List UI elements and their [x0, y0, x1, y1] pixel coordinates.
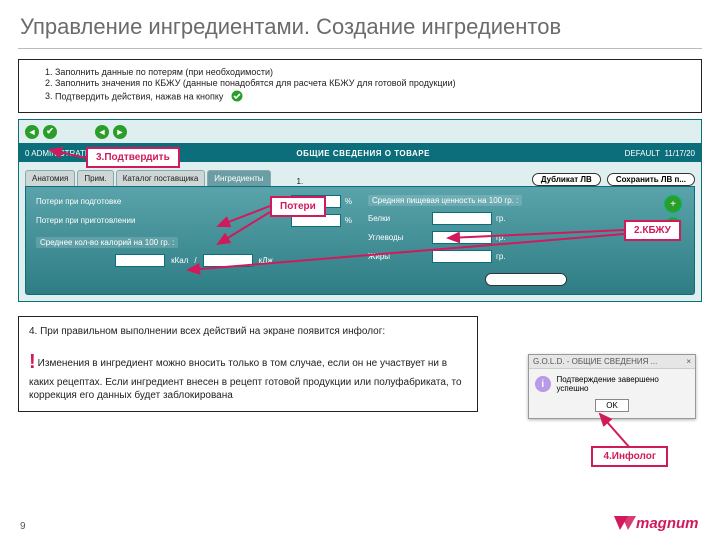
button-duplicate-lv[interactable]: Дубликат ЛВ: [532, 173, 601, 186]
round-add-icon[interactable]: +: [664, 195, 682, 213]
tab-strip: Анатомия Прим. Каталог поставщика Ингред…: [25, 168, 695, 186]
title-divider: [18, 48, 702, 49]
dialog-ok-button[interactable]: OK: [595, 399, 629, 412]
input-kj[interactable]: [203, 254, 253, 267]
tab-extra-label: 1.: [297, 177, 304, 186]
toolbar-nav1-icon[interactable]: ◄: [95, 125, 109, 139]
page-number: 9: [20, 521, 26, 532]
row-carbs: Углеводы гр.: [368, 231, 654, 244]
header-title: ОБЩИЕ СВЕДЕНИЯ О ТОВАРЕ: [102, 149, 625, 158]
header-right: DEFAULT 11/17/20: [625, 149, 695, 158]
svg-text:magnum: magnum: [636, 515, 699, 532]
bottom-text-box: 4. При правильном выполнении всех действ…: [18, 316, 478, 412]
callout-losses: Потери: [270, 196, 326, 217]
app-body: Анатомия Прим. Каталог поставщика Ингред…: [19, 162, 701, 301]
callout-confirm: 3.Подтвердить: [86, 147, 180, 168]
slide-title: Управление ингредиентами. Создание ингре…: [0, 0, 720, 48]
input-kcal[interactable]: [115, 254, 165, 267]
callout-kbju: 2.КБЖУ: [624, 220, 681, 241]
row-protein: Белки гр.: [368, 212, 654, 225]
bottom-p1: 4. При правильном выполнении всех действ…: [29, 325, 467, 339]
instruction-box: Заполнить данные по потерям (при необход…: [18, 59, 702, 113]
input-protein[interactable]: [432, 212, 492, 225]
instruction-2: Заполнить значения по КБЖУ (данные понад…: [55, 78, 689, 88]
extra-button-row: Дополнительно: [368, 273, 684, 286]
bottom-p2: !Изменения в ингредиент можно вносить то…: [29, 349, 467, 403]
tab-note[interactable]: Прим.: [77, 170, 113, 186]
form-area: Потери при подготовке % Потери при приго…: [25, 186, 695, 295]
dialog-titlebar: G.O.L.D. - ОБЩИЕ СВЕДЕНИЯ ... ×: [529, 355, 695, 369]
row-calories-label: Среднее кол-во калорий на 100 гр. :: [36, 237, 352, 248]
tab-anatomy[interactable]: Анатомия: [25, 170, 75, 186]
app-toolbar: ◄ ✔ ◄ ►: [19, 120, 701, 144]
dialog-title: G.O.L.D. - ОБЩИЕ СВЕДЕНИЯ ...: [533, 357, 657, 366]
instruction-1: Заполнить данные по потерям (при необход…: [55, 67, 689, 77]
magnum-logo: magnum: [614, 512, 704, 534]
tab-ingredients[interactable]: Ингредиенты: [207, 170, 270, 186]
input-fat[interactable]: [432, 250, 492, 263]
warning-icon: !: [29, 349, 36, 376]
callout-infolog: 4.Инфолог: [591, 446, 668, 467]
dialog-message: Подтверждение завершено успешно: [557, 375, 689, 393]
infolog-dialog: G.O.L.D. - ОБЩИЕ СВЕДЕНИЯ ... × i Подтве…: [528, 354, 696, 419]
input-carbs[interactable]: [432, 231, 492, 244]
dialog-close-icon[interactable]: ×: [686, 357, 691, 366]
tab-supplier-catalog[interactable]: Каталог поставщика: [116, 170, 206, 186]
toolbar-confirm-icon[interactable]: ✔: [43, 125, 57, 139]
row-nutrition-title: Средняя пищевая ценность на 100 гр. :: [368, 195, 654, 206]
info-icon: i: [535, 376, 551, 392]
instruction-3: Подтвердить действия, нажав на кнопку: [55, 89, 689, 105]
confirm-icon-inline: [230, 89, 244, 105]
button-additional[interactable]: Дополнительно: [485, 273, 566, 286]
button-save-lv[interactable]: Сохранить ЛВ п...: [607, 173, 695, 186]
row-calories-inputs: кКал / кДж: [36, 254, 352, 267]
row-fat: Жиры гр.: [368, 250, 654, 263]
toolbar-nav2-icon[interactable]: ►: [113, 125, 127, 139]
toolbar-back-icon[interactable]: ◄: [25, 125, 39, 139]
